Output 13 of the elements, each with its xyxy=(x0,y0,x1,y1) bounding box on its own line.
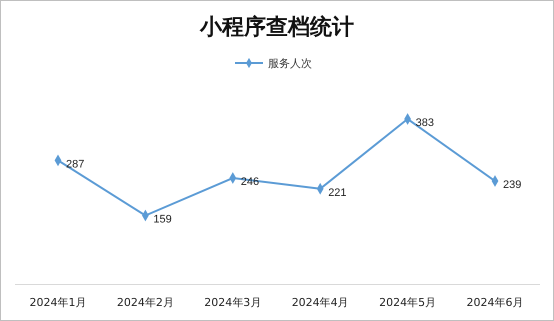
x-tick-label: 2024年2月 xyxy=(116,296,174,309)
data-label: 221 xyxy=(328,186,347,199)
chart-title: 小程序查档统计 xyxy=(199,14,354,40)
x-tick-label: 2024年5月 xyxy=(379,296,436,309)
x-tick-label: 2024年4月 xyxy=(292,296,349,309)
data-label: 287 xyxy=(66,158,84,170)
data-label: 159 xyxy=(153,214,172,226)
x-tick-label: 2024年6月 xyxy=(466,296,524,309)
x-tick-label: 2024年1月 xyxy=(30,296,86,309)
data-label: 239 xyxy=(503,179,522,192)
data-label: 383 xyxy=(416,117,434,129)
x-tick-label: 2024年3月 xyxy=(204,296,262,309)
legend-label: 服务人次 xyxy=(268,57,312,70)
